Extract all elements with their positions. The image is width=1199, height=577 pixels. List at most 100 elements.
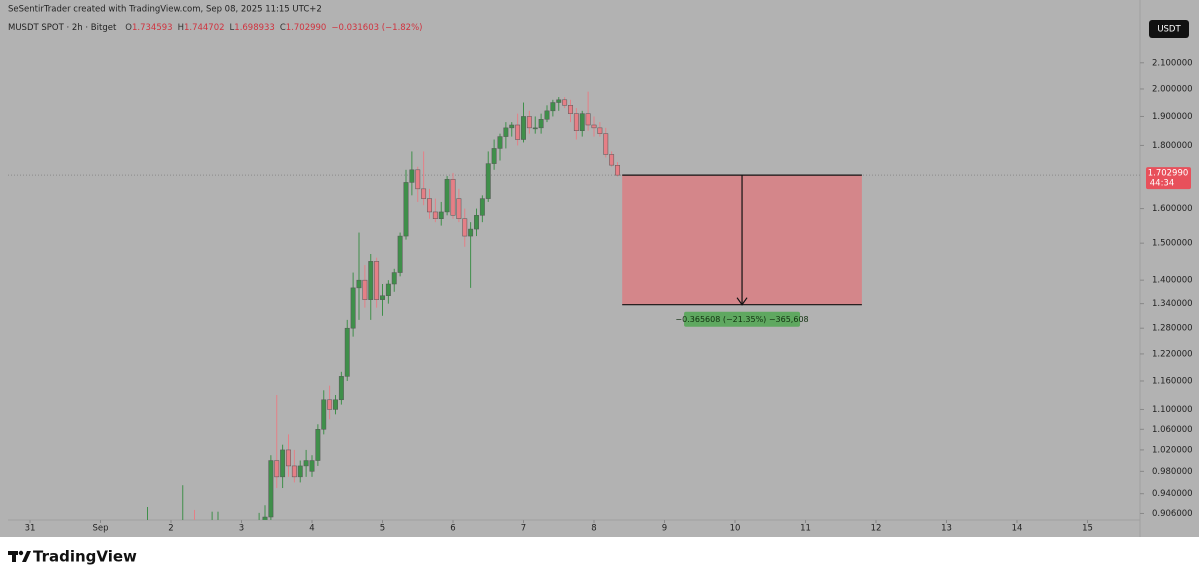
legend-change: −0.031603 (−1.82%) [331,23,422,33]
candle-body [362,279,368,300]
legend-value: 1.702990 [286,23,327,33]
candle-body [432,211,438,219]
candle-body [315,429,321,461]
candle-body [444,178,450,213]
candle-body [515,124,521,140]
x-tick-label: 6 [450,524,455,534]
x-tick-label: 15 [1082,524,1093,534]
candle-body [291,465,297,478]
candle-body [568,105,573,114]
candle-body [268,460,274,518]
symbol: MUSDT SPOT · 2h · Bitget [8,23,117,33]
candle-body [374,261,380,300]
candle-body [585,113,591,126]
logo [8,550,31,562]
y-tick-label: 1.280000 [1152,324,1193,334]
x-tick-label: 31 [25,524,36,534]
candle-body [544,110,550,120]
candle-body [274,460,280,478]
candle-body [297,465,303,478]
candle-body [532,127,538,130]
candle-body [603,133,609,155]
currency-button[interactable] [1149,20,1189,38]
x-tick-label: 8 [591,524,596,534]
position-label-box [684,311,801,327]
x-tick-label: 3 [239,524,244,534]
candle-body [485,163,491,199]
candle-body [385,283,391,296]
candle-body [562,99,568,106]
candle-body [262,516,268,520]
legend-key: O [125,23,132,33]
candle-body [344,327,350,377]
candle-body [615,165,620,176]
y-tick-label: 1.400000 [1152,276,1193,286]
candle-body [380,295,385,300]
candle-body [579,113,585,131]
candle-body [538,119,544,129]
candle-body [474,215,479,230]
brand: TradingView [33,548,137,566]
legend-value: 1.698933 [234,23,275,33]
x-tick-label: 10 [730,524,741,534]
candle-body [309,460,315,472]
candle-body [550,102,556,112]
y-tick-label: 0.940000 [1152,489,1193,499]
candle-body [368,261,374,300]
y-tick-label: 1.500000 [1152,239,1193,249]
plot [8,91,1140,520]
candle-body [303,460,309,467]
last-price-box [1146,167,1191,190]
candle-body [438,211,444,219]
y-tick-label: 1.020000 [1152,445,1193,455]
currency[interactable]: USDT [1157,25,1181,35]
credit: SeSentirTrader created with TradingView.… [8,5,322,15]
legend: MUSDT SPOT · 2h · Bitget O1.734593 H1.7447… [8,23,422,33]
y-tick-label: 1.800000 [1152,141,1193,151]
candle-body [421,188,427,199]
y-tick-label: 1.060000 [1152,425,1193,435]
legend-key: L [230,23,235,33]
legend-value: 1.744702 [184,23,225,33]
candle-body [468,228,474,237]
x-tick-label: 12 [871,524,882,534]
y-tick-label: 1.600000 [1152,204,1193,214]
candle-body [526,116,532,129]
candle-body [456,198,462,219]
candle-body [556,99,562,103]
candle-body [321,399,327,430]
y-tick-label: 0.906000 [1152,509,1193,519]
y-tick-label: 2.100000 [1152,58,1193,68]
y-tick-label: 1.900000 [1152,112,1193,122]
candle-body [409,169,415,183]
y-tick-label: 1.100000 [1152,405,1193,415]
x-tick-label: 7 [521,524,526,534]
y-tick-label: 2.000000 [1152,84,1193,94]
candle-body [521,116,526,140]
candle-body [415,169,421,190]
x-tick-label: 5 [380,524,385,534]
candle-body [338,376,344,401]
y-tick-label: 1.220000 [1152,349,1193,359]
candle-body [597,127,603,134]
x-tick-label: 4 [309,524,314,534]
candle-body [450,178,456,216]
y-tick-label: 1.160000 [1152,376,1193,386]
candle-body [509,124,515,129]
x-tick-label: 14 [1012,524,1023,534]
arrow-head [736,297,748,306]
candle-body [462,218,468,237]
legend-key: H [178,23,184,33]
position-label: −0.365608 (−21.35%) −365,608 [675,315,808,324]
chart-background [0,0,1199,537]
candle-body [591,124,597,129]
candle-body [350,287,356,329]
candle-body [391,272,397,285]
x-tick-label: 13 [941,524,952,534]
x-tick-label: 2 [168,524,173,534]
x-tick-label: 11 [800,524,811,534]
candle-body [503,127,509,137]
y-tick-label: 0.980000 [1152,467,1193,477]
